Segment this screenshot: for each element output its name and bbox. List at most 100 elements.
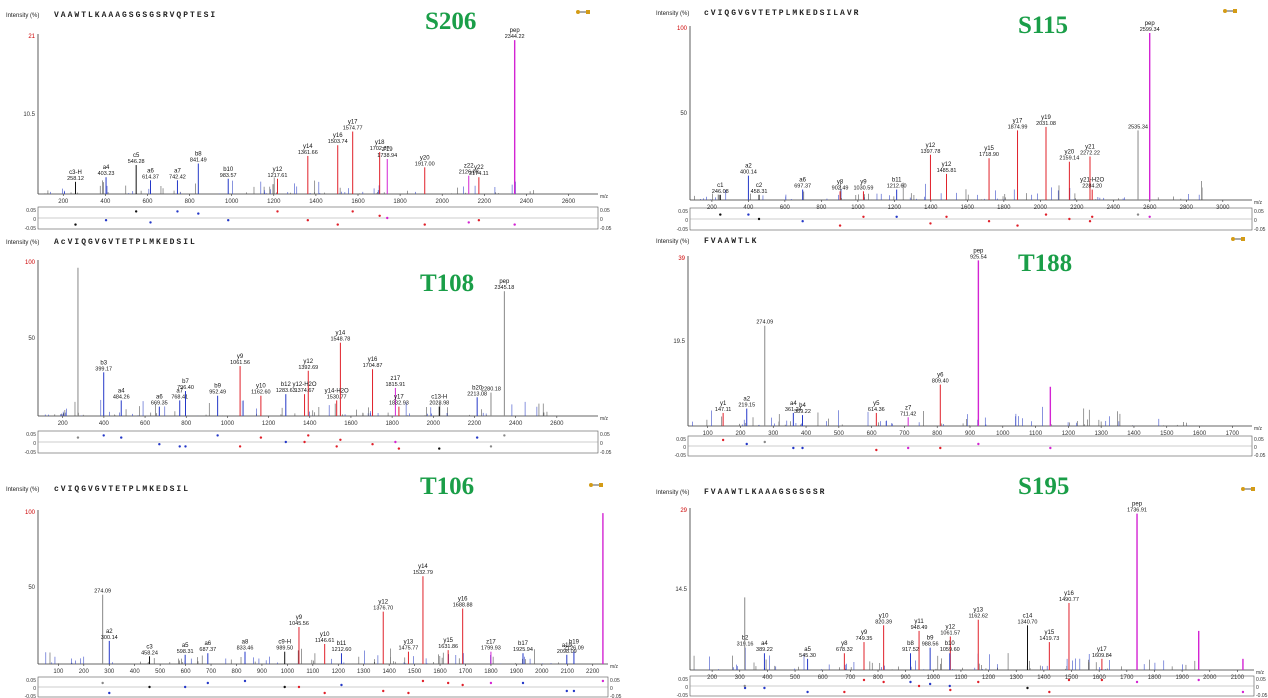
residual-point — [928, 682, 932, 686]
peak-mz-label: 1376.70 — [373, 606, 393, 612]
peak-mz-label: 2213.08 — [467, 391, 487, 397]
residual-tick-label: -0.05 — [600, 226, 612, 232]
peak-label: a4 — [103, 165, 110, 171]
residual-tick-label: 0 — [33, 686, 36, 692]
residual-tick-label: -0.05 — [677, 693, 689, 698]
x-tick-label: 1600 — [344, 421, 358, 427]
x-tick-label: 900 — [257, 669, 268, 675]
residual-tick-label: 0 — [683, 445, 686, 451]
y-tick-label-mid: 14.5 — [675, 587, 687, 593]
peak-label: b11 — [337, 641, 347, 647]
x-tick-label: 2000 — [436, 199, 450, 205]
peak-label: y22 — [474, 165, 484, 171]
x-tick-label: 1600 — [351, 199, 365, 205]
residual-point — [421, 679, 425, 683]
peak-mz-label: 399.17 — [95, 366, 112, 372]
x-tick-label: 400 — [762, 675, 773, 681]
residual-point — [197, 212, 200, 215]
y-tick-label-top: 100 — [25, 510, 36, 516]
peak-label: y12 — [945, 624, 955, 630]
peak-label: y5 — [873, 401, 880, 407]
residual-point — [949, 688, 952, 692]
residual-tick-label: 0.05 — [1256, 677, 1266, 683]
peak-mz-label: 796.40 — [177, 385, 194, 391]
residual-point — [74, 223, 77, 226]
peak-label: a6 — [147, 168, 154, 174]
peak-label: y20 — [420, 155, 430, 161]
peak-label: a2 — [106, 629, 113, 635]
peak-label: y16 — [1064, 591, 1074, 597]
residual-point — [801, 446, 804, 450]
x-tick-label: 200 — [735, 431, 746, 437]
peak-mz-label: 1609.84 — [1092, 653, 1112, 659]
residual-point — [184, 445, 187, 448]
residual-point — [862, 678, 866, 682]
x-tick-label: 1200 — [332, 669, 346, 675]
peak-label: a5 — [182, 643, 189, 649]
peak-label: y12-H2O — [293, 382, 317, 388]
peak-label: y16 — [333, 133, 343, 139]
legend-icon — [1223, 9, 1237, 13]
peak-mz-label: 2098.09 — [557, 649, 577, 655]
residual-point — [102, 434, 105, 437]
peak-mz-label: 389.22 — [756, 647, 773, 653]
peak-label: y12 — [273, 167, 283, 173]
peak-label: b8 — [907, 641, 914, 647]
peak-mz-label: 300.14 — [101, 635, 118, 641]
peak-label: y10 — [256, 384, 266, 390]
residual-point — [806, 690, 809, 694]
peak-label: c14 — [1023, 613, 1033, 619]
x-tick-label: 1500 — [1160, 431, 1174, 437]
site-label: T188 — [1018, 250, 1073, 277]
x-tick-label: 1400 — [1127, 431, 1141, 437]
residual-tick-label: 0 — [1254, 445, 1257, 451]
peak-label: y12 — [926, 143, 936, 149]
residual-point — [721, 438, 725, 442]
residual-point — [601, 679, 605, 683]
peak-mz-label: 711.42 — [900, 411, 916, 417]
peak-label: b10 — [223, 167, 234, 173]
peak-label: y16 — [458, 597, 468, 603]
peak-label: a5 — [804, 647, 811, 653]
peak-mz-label: 2126.09 — [564, 646, 584, 652]
peak-label: y8 — [837, 179, 844, 185]
legend-icon — [1241, 487, 1255, 491]
peak-mz-label: 917.52 — [902, 647, 919, 653]
residual-point — [276, 210, 279, 213]
peak-label: c2 — [756, 183, 763, 189]
peak-mz-label: 1392.69 — [298, 365, 318, 371]
residual-point — [101, 681, 104, 685]
peak-mz-label: 742.42 — [169, 174, 186, 180]
peak-label: a6 — [799, 178, 806, 184]
residual-tick-label: 0 — [33, 217, 36, 223]
peak-mz-label: 1419.73 — [1039, 636, 1059, 642]
x-tick-label: 2200 — [468, 421, 482, 427]
peak-mz-label: 219.15 — [738, 403, 755, 409]
residual-tick-label: 0.05 — [26, 208, 36, 214]
peak-mz-label: 1045.56 — [289, 621, 309, 627]
peak-label: y21 — [1085, 145, 1095, 151]
y-tick-label-mid: 19.5 — [673, 339, 685, 345]
residual-point — [284, 440, 288, 444]
x-tick-label: 500 — [834, 431, 845, 437]
peak-mz-label: 841.49 — [190, 158, 207, 164]
residual-tick-label: 0.05 — [1254, 209, 1264, 215]
residual-point — [297, 685, 301, 689]
residual-point — [572, 689, 576, 693]
peak-mz-label: 768.41 — [171, 394, 188, 400]
spectrum-panel-s206: Intensity (%) VAAWTLKAAAGSGSGSRVQPTESI S… — [0, 0, 612, 232]
peak-mz-label: 274.09 — [756, 320, 773, 326]
residual-point — [489, 445, 493, 448]
residual-point — [977, 442, 980, 446]
residual-point — [1148, 215, 1151, 218]
peak-label: y15 — [443, 638, 453, 644]
residual-point — [134, 210, 138, 213]
peak-label: y9 — [860, 179, 867, 185]
x-tick-label: 1400 — [303, 421, 317, 427]
peak-label: b7 — [182, 379, 189, 385]
residual-point — [1100, 678, 1104, 682]
residual-point — [745, 442, 748, 446]
y-axis-label: Intensity (%) — [656, 11, 690, 17]
x-tick-label: 800 — [185, 199, 196, 205]
residual-point — [1044, 213, 1048, 216]
